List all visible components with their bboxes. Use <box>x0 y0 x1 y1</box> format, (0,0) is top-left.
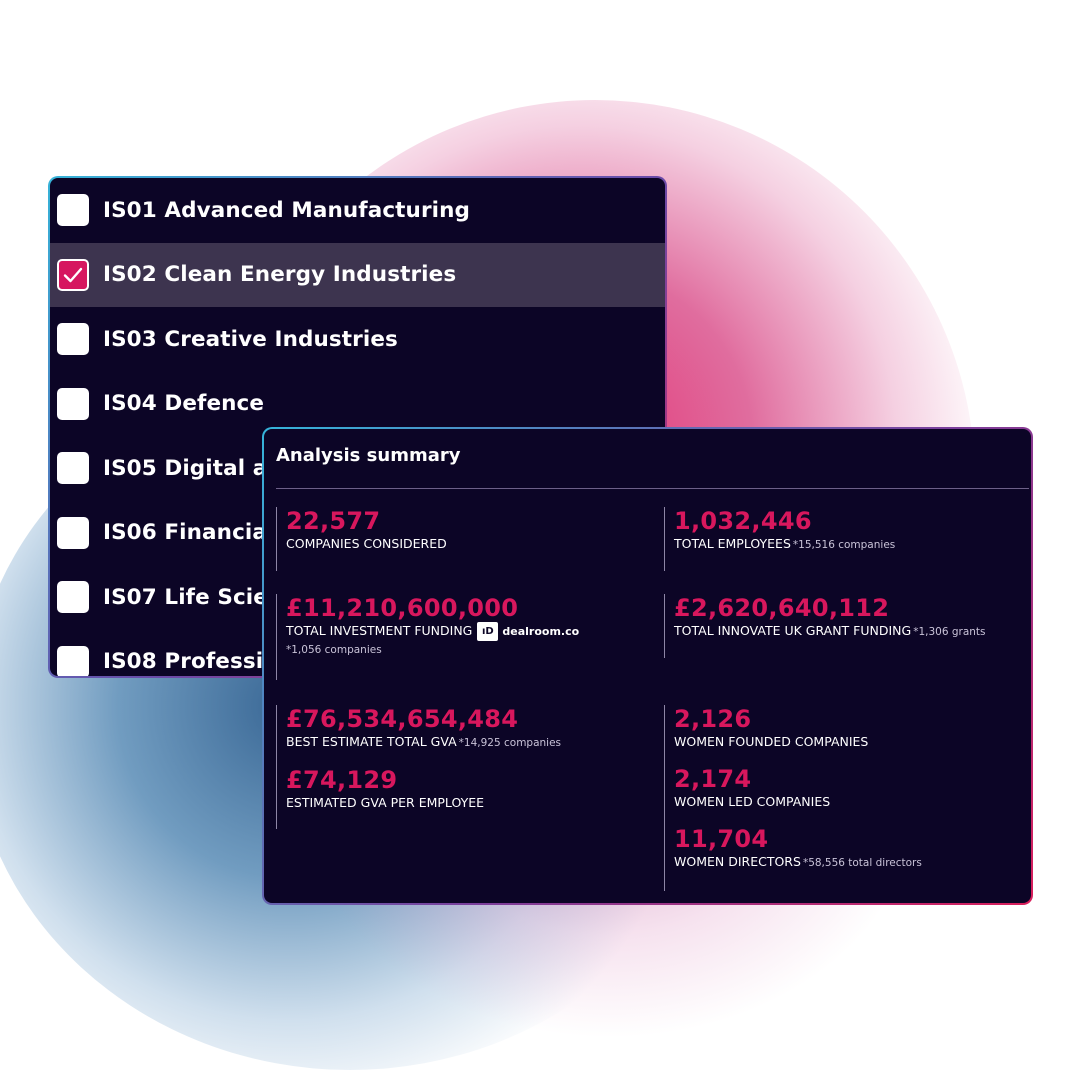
stat-label-row: WOMEN DIRECTORS *58,556 total directors <box>674 853 1024 872</box>
stat-label: WOMEN DIRECTORS <box>674 854 801 869</box>
stat-label-row: TOTAL INVESTMENT FUNDING ıD dealroom.co <box>286 622 656 641</box>
stat-value: 11,704 <box>674 825 769 853</box>
sector-item-is06[interactable]: IS06 Financial <box>50 501 665 566</box>
stat-value: £2,620,640,112 <box>674 594 890 622</box>
stat-label: ESTIMATED GVA PER EMPLOYEE <box>286 795 485 810</box>
sector-checkbox[interactable] <box>57 387 89 420</box>
analysis-summary-body: Analysis summary 22,577 COMPANIES CONSID… <box>264 429 1031 903</box>
stat-value: £11,210,600,000 <box>286 594 519 622</box>
stat-gva-group: £76,534,654,484 BEST ESTIMATE TOTAL GVA *… <box>276 705 656 829</box>
summary-divider <box>276 488 1029 489</box>
stat-women-group: 2,126 WOMEN FOUNDED COMPANIES 2,174 WOME… <box>664 705 1024 891</box>
stat-label: COMPANIES CONSIDERED <box>286 536 447 551</box>
sector-item-label: IS08 Profession <box>103 649 294 675</box>
sector-item-is04[interactable]: IS04 Defence <box>50 372 665 437</box>
stat-label: BEST ESTIMATE TOTAL GVA <box>286 734 457 749</box>
stat-label: TOTAL INVESTMENT FUNDING <box>286 623 473 638</box>
sector-checkbox[interactable] <box>57 516 89 549</box>
stat-value: 22,577 <box>286 507 381 535</box>
sector-item-label: IS05 Digital an <box>103 455 283 481</box>
sector-item-is08[interactable]: IS08 Profession <box>50 630 665 676</box>
stat-value: 2,126 <box>674 705 752 733</box>
stat-label: WOMEN LED COMPANIES <box>674 794 831 809</box>
dealroom-logo-icon: ıD <box>477 622 499 641</box>
stat-value: 2,174 <box>674 765 752 793</box>
sector-item-label: IS03 Creative Industries <box>103 326 398 352</box>
sector-checkbox[interactable] <box>57 645 89 676</box>
sector-checkbox[interactable] <box>57 323 89 356</box>
stat-label: TOTAL INNOVATE UK GRANT FUNDING <box>674 623 912 638</box>
stat-note: *58,556 total directors <box>802 857 922 869</box>
sector-item-label: IS01 Advanced Manufacturing <box>103 197 471 223</box>
stat-total-employees: 1,032,446 TOTAL EMPLOYEES *15,516 compani… <box>664 507 1024 571</box>
dealroom-source-label: dealroom.co <box>502 624 580 638</box>
stat-note: *14,925 companies <box>458 737 562 749</box>
stat-note: *1,056 companies <box>286 644 382 656</box>
sector-item-label: IS02 Clean Energy Industries <box>103 262 457 288</box>
stat-companies-considered: 22,577 COMPANIES CONSIDERED <box>276 507 656 571</box>
stat-innovate-uk-funding: £2,620,640,112 TOTAL INNOVATE UK GRANT F… <box>664 594 1024 658</box>
dealroom-badge[interactable]: ıD dealroom.co <box>477 622 579 641</box>
stat-note: *1,306 grants <box>913 626 986 638</box>
stat-label-row: TOTAL INNOVATE UK GRANT FUNDING *1,306 gr… <box>674 622 1024 641</box>
stat-label: TOTAL EMPLOYEES <box>674 536 791 551</box>
stat-investment-funding: £11,210,600,000 TOTAL INVESTMENT FUNDING… <box>276 594 656 680</box>
summary-title: Analysis summary <box>276 445 461 466</box>
sector-checkbox[interactable] <box>57 452 89 485</box>
stat-value: £76,534,654,484 <box>286 705 519 733</box>
sector-item-is02[interactable]: IS02 Clean Energy Industries <box>50 242 665 307</box>
stat-label-row: BEST ESTIMATE TOTAL GVA *14,925 companies <box>286 733 656 752</box>
analysis-summary-panel: Analysis summary 22,577 COMPANIES CONSID… <box>262 427 1033 905</box>
sector-checkbox[interactable] <box>57 581 89 614</box>
stat-value: £74,129 <box>286 766 398 794</box>
sector-item-label: IS06 Financial <box>103 520 275 546</box>
sector-checkbox[interactable] <box>57 194 89 227</box>
sector-item-is05[interactable]: IS05 Digital an <box>50 436 665 501</box>
sector-item-is01[interactable]: IS01 Advanced Manufacturing <box>50 178 665 243</box>
stat-value: 1,032,446 <box>674 507 812 535</box>
stat-label-row: TOTAL EMPLOYEES *15,516 companies <box>674 535 1024 554</box>
sector-item-is03[interactable]: IS03 Creative Industries <box>50 307 665 372</box>
sector-checkbox-checked[interactable] <box>57 258 89 291</box>
stat-note: *15,516 companies <box>792 539 896 551</box>
sector-item-label: IS04 Defence <box>103 391 265 417</box>
stat-label: WOMEN FOUNDED COMPANIES <box>674 734 869 749</box>
check-icon <box>63 267 83 282</box>
